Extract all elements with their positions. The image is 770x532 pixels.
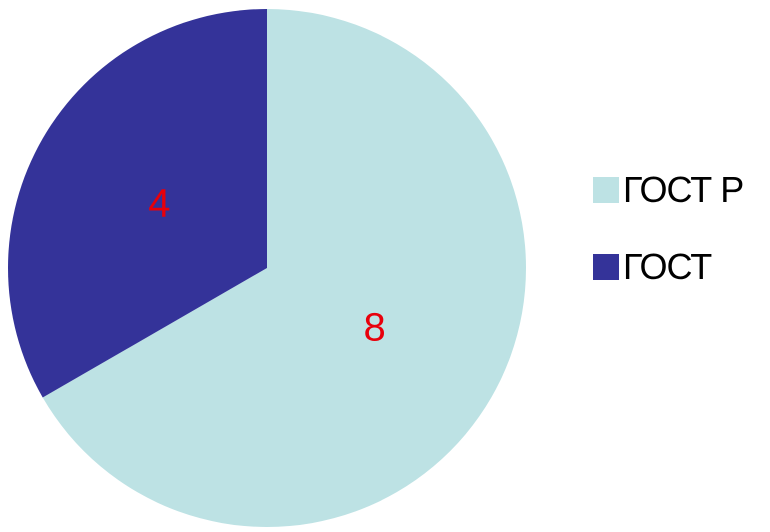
pie-slice-gost: [8, 9, 267, 398]
data-label-gost-r: 8: [364, 306, 386, 350]
legend: ГОСТ Р ГОСТ: [593, 165, 744, 319]
legend-item-gost: ГОСТ: [593, 242, 743, 292]
data-label-gost: 4: [148, 181, 170, 225]
legend-label-gost: ГОСТ: [623, 246, 712, 287]
legend-swatch-gost: [593, 254, 619, 280]
legend-item-gost-r: ГОСТ Р: [593, 165, 744, 215]
legend-swatch-gost-r: [593, 177, 619, 203]
pie-slices: [8, 9, 527, 527]
pie-slice-gost-r: [42, 9, 527, 527]
legend-label-gost-r: ГОСТ Р: [623, 169, 744, 210]
pie-data-labels: 84: [148, 181, 386, 349]
